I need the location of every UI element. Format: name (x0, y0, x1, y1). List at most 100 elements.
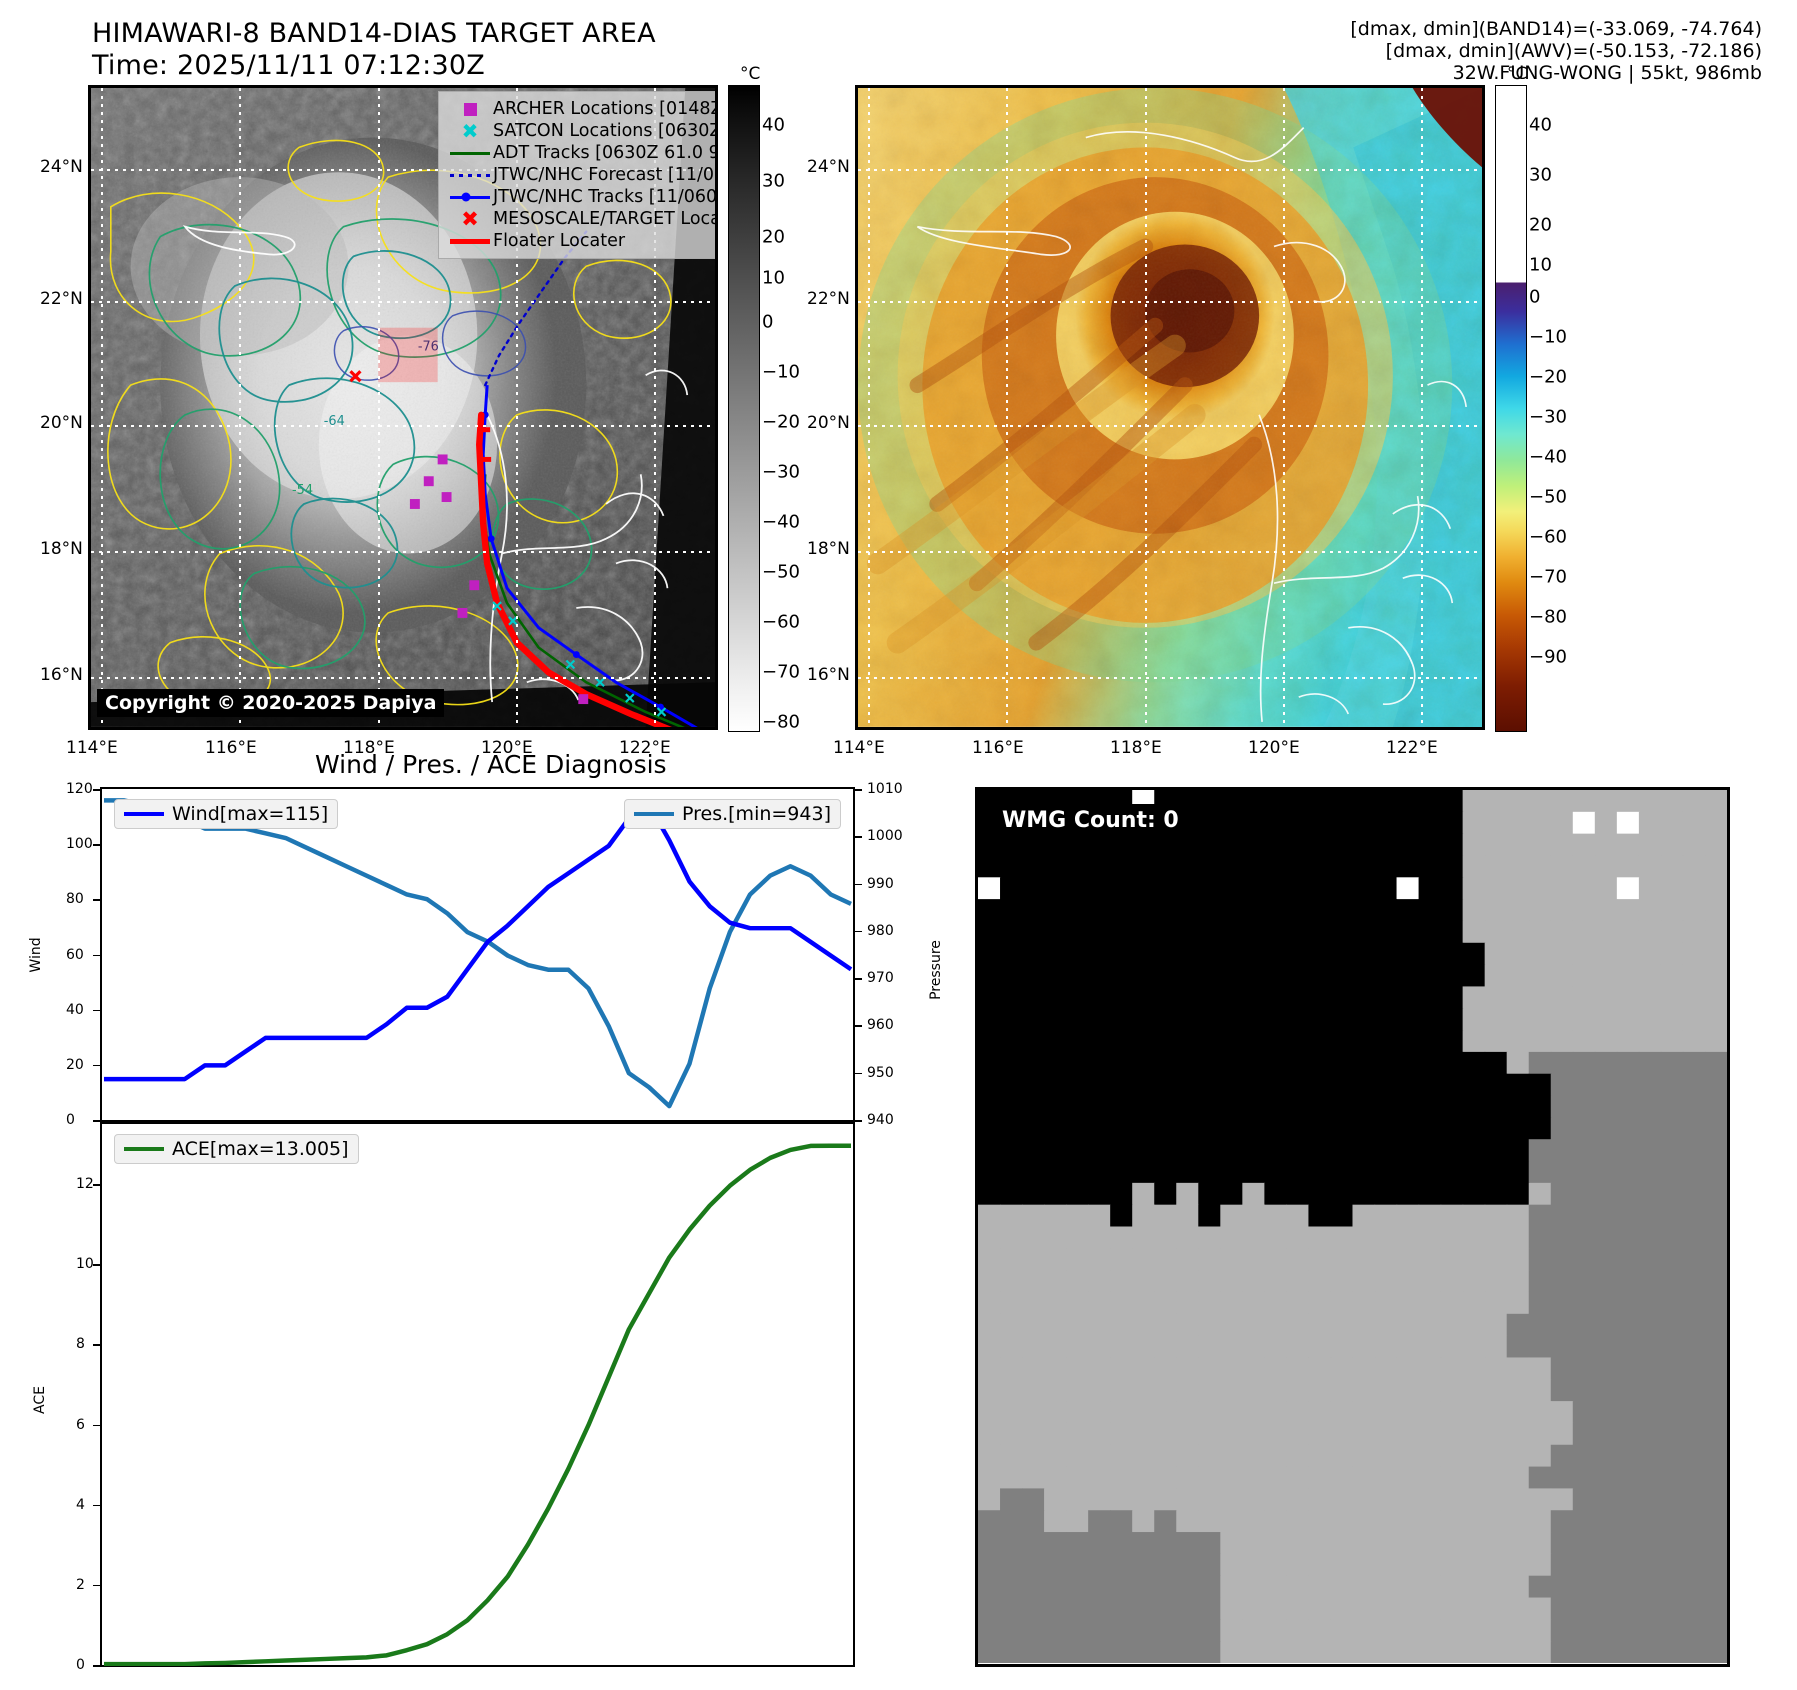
legend-item: JTWC/NHC Forecast [11/0000Z] (447, 164, 715, 186)
legend-label: MESOSCALE/TARGET Location (493, 209, 718, 229)
awv-gridline-lon (1421, 88, 1423, 727)
y-tick-mark (93, 1120, 100, 1122)
awv-lat-tick: 18°N (807, 539, 850, 559)
cb-tick: 10 (762, 267, 785, 289)
y2-tick-label: 990 (867, 875, 894, 892)
map-legend[interactable]: ARCHER Locations [0148Z] ✖ SATCON Locati… (438, 91, 718, 259)
y2-tick-label: 980 (867, 922, 894, 939)
wmg-mosaic (978, 790, 1727, 1663)
ace-y-tick-mark (93, 1665, 100, 1667)
annotation-band14: [dmax, dmin](BAND14)=(-33.069, -74.764) (1350, 18, 1762, 40)
ir-lat-tick: 24°N (40, 157, 83, 177)
y-tick-mark (93, 1009, 100, 1012)
ir-lon-tick: 118°E (343, 738, 395, 758)
awv-gridline-lat (858, 425, 1482, 427)
y-tick-mark (93, 954, 100, 957)
cb-tick: 40 (1529, 114, 1552, 136)
ir-lon-tick: 114°E (66, 738, 118, 758)
awv-lat-tick: 20°N (807, 413, 850, 433)
ace-axis-label: ACE (32, 1386, 48, 1414)
cb-tick: −80 (762, 711, 800, 733)
wind-axis-label: Wind (28, 937, 44, 973)
wmg-count-badge: WMG Count: 0 (992, 804, 1189, 837)
chart-title: Wind / Pres. / ACE Diagnosis (315, 750, 667, 779)
floater-line-icon (447, 238, 493, 244)
awv-gridline-lat (858, 301, 1482, 303)
ace-y-tick-label: 10 (76, 1256, 94, 1273)
ace-y-tick-mark (93, 1584, 100, 1587)
forecast-dotted-line-icon (447, 173, 493, 177)
ace-y-tick-label: 8 (76, 1336, 85, 1353)
ir-gridline-lon (516, 88, 518, 727)
legend-label: JTWC/NHC Tracks [11/0600Z] (493, 187, 718, 207)
ace-y-tick-mark (93, 1184, 100, 1186)
ir-gridline-lat (91, 169, 715, 171)
wmg-mosaic-panel[interactable]: WMG Count: 0 (975, 787, 1730, 1667)
y-tick-mark (93, 899, 100, 901)
y-tick-label: 100 (66, 836, 93, 853)
cb-tick: −60 (762, 611, 800, 633)
ir-colorbar (728, 85, 760, 732)
adt-track-line-icon (447, 151, 493, 155)
ace-plot (103, 1143, 851, 1667)
y2-tick-mark (855, 978, 862, 980)
awv-lon-tick: 118°E (1110, 738, 1162, 758)
legend-item: ✖ MESOSCALE/TARGET Location (447, 208, 718, 230)
cb-tick: −60 (1529, 526, 1567, 548)
ir-gridline-lat (91, 425, 715, 427)
pressure-line-swatch (634, 812, 674, 816)
y2-tick-mark (855, 883, 862, 886)
cb-tick: 30 (762, 170, 785, 192)
ir-lat-tick: 18°N (40, 539, 83, 559)
jtwc-track-line-icon (447, 192, 493, 202)
legend-label: ARCHER Locations [0148Z] (493, 99, 718, 119)
y-tick-label: 20 (66, 1056, 84, 1073)
y-tick-label: 80 (66, 891, 84, 908)
cb-tick: −20 (1529, 366, 1567, 388)
page-title: HIMAWARI-8 BAND14-DIAS TARGET AREA (92, 18, 656, 49)
legend-item: ✖ SATCON Locations [0630Z 56 977] (447, 119, 718, 143)
y2-tick-label: 1000 (867, 828, 903, 845)
y2-tick-label: 970 (867, 970, 894, 987)
ace-y-tick-label: 2 (76, 1576, 85, 1593)
wind-pressure-plot (103, 798, 853, 1109)
ace-y-tick-label: 0 (76, 1657, 85, 1673)
storm-id-label: 32W.FUNG-WONG | 55kt, 986mb (1452, 62, 1762, 84)
awv-gridline-lon (1006, 88, 1008, 727)
ace-chart[interactable]: ACE[max=13.005] (100, 1122, 855, 1667)
satcon-x-icon: ✖ (461, 119, 479, 143)
ir-lat-tick: 16°N (40, 665, 83, 685)
awv-lat-tick: 24°N (807, 157, 850, 177)
y2-tick-mark (855, 836, 862, 838)
awv-colorbar (1495, 85, 1527, 732)
cb-tick: −10 (762, 361, 800, 383)
ace-y-tick-label: 12 (76, 1176, 94, 1193)
awv-gridline-lon (1283, 88, 1285, 727)
awv-lon-tick: 120°E (1248, 738, 1300, 758)
ir-gridline-lon (378, 88, 380, 727)
awv-enhanced-map[interactable] (855, 85, 1485, 730)
ir-gridline-lat (91, 301, 715, 303)
legend-item: JTWC/NHC Tracks [11/0600Z] (447, 186, 718, 208)
ir-gridline-lat (91, 551, 715, 553)
awv-gridline-lon (1145, 88, 1147, 727)
legend-label: SATCON Locations [0630Z 56 977] (493, 121, 718, 141)
wind-legend[interactable]: Wind[max=115] (114, 799, 339, 829)
pressure-legend[interactable]: Pres.[min=943] (624, 799, 841, 829)
ace-y-tick-label: 4 (76, 1496, 85, 1513)
awv-imagery (858, 88, 1482, 727)
annotation-awv: [dmax, dmin](AWV)=(-50.153, -72.186) (1385, 40, 1762, 62)
ace-legend[interactable]: ACE[max=13.005] (114, 1134, 359, 1164)
awv-lat-tick: 22°N (807, 289, 850, 309)
ir-lon-tick: 122°E (619, 738, 671, 758)
legend-label: ADT Tracks [0630Z 61.0 978.0] (493, 143, 715, 163)
page-timestamp: Time: 2025/11/11 07:12:30Z (92, 50, 485, 81)
awv-gridline-lat (858, 551, 1482, 553)
ir-band14-map[interactable]: -76 -64 -54 (88, 85, 718, 730)
legend-label: JTWC/NHC Forecast [11/0000Z] (493, 165, 715, 185)
cb-tick: −30 (1529, 406, 1567, 428)
y2-tick-mark (855, 930, 862, 933)
wind-pressure-chart[interactable]: Wind[max=115] Pres.[min=943] (100, 787, 855, 1122)
cb-tick: 20 (1529, 214, 1552, 236)
y-tick-label: 40 (66, 1001, 84, 1018)
